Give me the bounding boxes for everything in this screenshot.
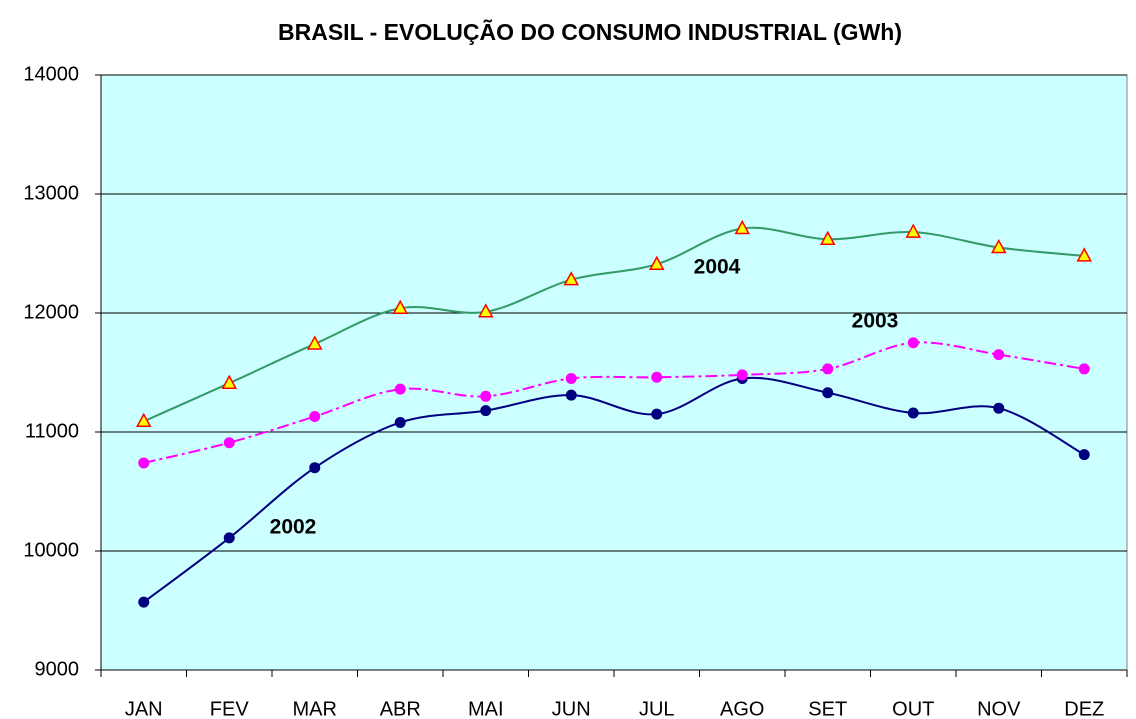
marker bbox=[822, 387, 834, 399]
y-tick-label: 14000 bbox=[23, 63, 79, 85]
marker bbox=[480, 405, 492, 417]
marker bbox=[394, 383, 406, 395]
series-line bbox=[143, 341, 1085, 464]
marker bbox=[736, 369, 748, 381]
x-tick-label: DEZ bbox=[1064, 698, 1104, 719]
x-tick-label: OUT bbox=[892, 698, 934, 719]
y-tick-label: 11000 bbox=[25, 420, 79, 442]
marker bbox=[1078, 449, 1090, 461]
y-tick-label: 12000 bbox=[23, 301, 79, 323]
marker bbox=[138, 457, 150, 469]
marker bbox=[309, 462, 321, 474]
marker bbox=[221, 374, 238, 389]
series-line bbox=[143, 226, 1085, 423]
marker bbox=[223, 437, 235, 449]
series-label: 2003 bbox=[852, 310, 899, 333]
x-tick-label: ABR bbox=[380, 698, 421, 719]
marker bbox=[309, 411, 321, 423]
marker bbox=[907, 337, 919, 349]
marker bbox=[651, 371, 663, 383]
series-line bbox=[143, 376, 1085, 603]
marker bbox=[993, 402, 1005, 414]
x-tick-label: AGO bbox=[720, 698, 764, 719]
marker bbox=[648, 255, 665, 270]
marker bbox=[990, 238, 1007, 254]
marker bbox=[651, 408, 663, 420]
chart-title: BRASIL - EVOLUÇÃO DO CONSUMO INDUSTRIAL … bbox=[278, 18, 902, 45]
marker bbox=[1076, 247, 1093, 262]
marker bbox=[819, 230, 836, 245]
marker bbox=[905, 223, 922, 238]
marker bbox=[138, 596, 150, 608]
x-tick-label: SET bbox=[808, 698, 847, 719]
x-tick-label: MAI bbox=[468, 698, 504, 719]
marker bbox=[306, 335, 323, 350]
x-tick-label: MAR bbox=[293, 698, 337, 719]
marker bbox=[392, 299, 409, 314]
x-tick-label: JUL bbox=[639, 698, 675, 719]
plot-area bbox=[100, 74, 1128, 671]
y-tick-label: 10000 bbox=[23, 539, 79, 561]
series-label: 2004 bbox=[694, 256, 741, 279]
marker bbox=[907, 407, 919, 419]
x-tick-label: NOV bbox=[977, 698, 1021, 719]
marker bbox=[565, 389, 577, 401]
x-tick-label: JAN bbox=[125, 698, 163, 719]
marker bbox=[565, 372, 577, 384]
marker bbox=[993, 349, 1005, 361]
marker bbox=[394, 416, 406, 428]
x-tick-label: FEV bbox=[210, 698, 250, 719]
marker bbox=[822, 363, 834, 375]
marker bbox=[563, 271, 580, 286]
x-tick-label: JUN bbox=[552, 698, 591, 719]
marker bbox=[480, 390, 492, 402]
marker bbox=[477, 303, 494, 318]
y-tick-label: 13000 bbox=[23, 182, 79, 204]
series-label: 2002 bbox=[270, 516, 317, 539]
y-tick-label: 9000 bbox=[35, 658, 80, 680]
marker bbox=[223, 532, 235, 544]
marker bbox=[1078, 363, 1090, 375]
marker bbox=[734, 219, 751, 235]
marker bbox=[135, 412, 152, 428]
